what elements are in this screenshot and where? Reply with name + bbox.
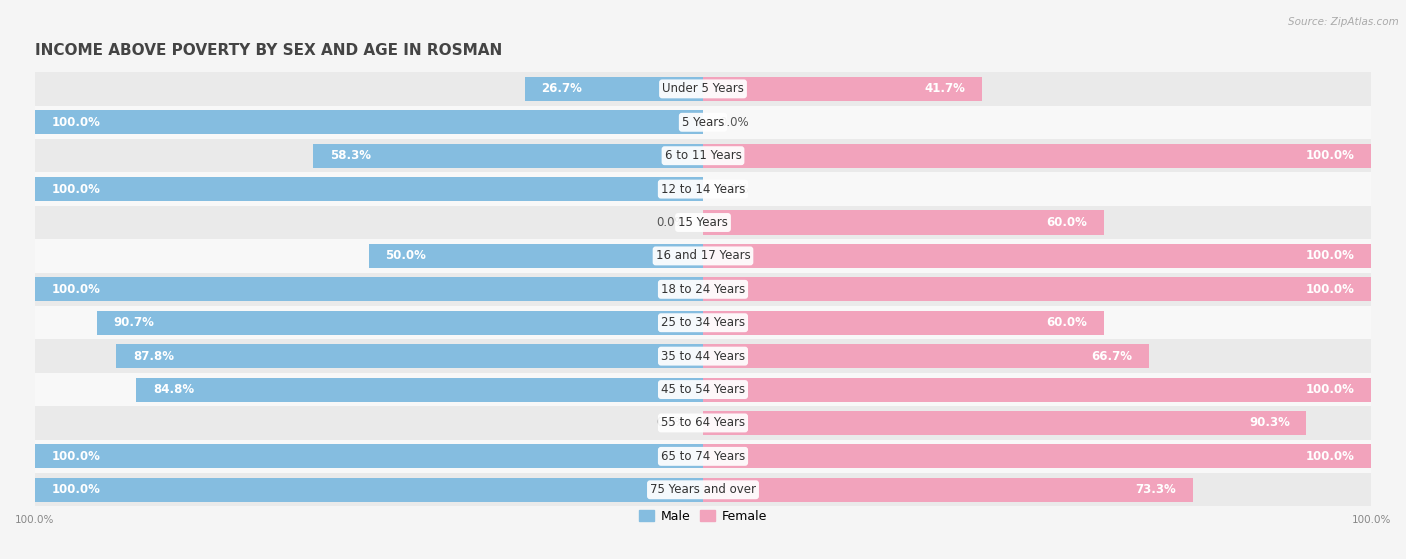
Text: 58.3%: 58.3%	[330, 149, 371, 162]
Text: 100.0%: 100.0%	[52, 183, 100, 196]
Bar	[314, 144, 703, 168]
Text: 60.0%: 60.0%	[1046, 216, 1087, 229]
Text: 100.0%: 100.0%	[52, 283, 100, 296]
Bar	[35, 172, 1371, 206]
Text: 5 Years: 5 Years	[682, 116, 724, 129]
Text: 65 to 74 Years: 65 to 74 Years	[661, 450, 745, 463]
Text: 45 to 54 Years: 45 to 54 Years	[661, 383, 745, 396]
Text: 0.0%: 0.0%	[720, 183, 749, 196]
Bar	[136, 377, 703, 401]
Text: 100.0%: 100.0%	[1306, 283, 1354, 296]
Text: 41.7%: 41.7%	[924, 82, 965, 96]
Text: 12 to 14 Years: 12 to 14 Years	[661, 183, 745, 196]
Text: 84.8%: 84.8%	[153, 383, 194, 396]
Bar	[35, 72, 1371, 106]
Text: 75 Years and over: 75 Years and over	[650, 484, 756, 496]
Bar	[703, 444, 1371, 468]
Text: 90.3%: 90.3%	[1249, 416, 1289, 429]
Bar	[35, 373, 1371, 406]
Text: 100.0%: 100.0%	[1306, 249, 1354, 262]
Text: 87.8%: 87.8%	[134, 349, 174, 363]
Bar	[117, 344, 703, 368]
Text: 0.0%: 0.0%	[720, 116, 749, 129]
Text: 100.0%: 100.0%	[1306, 450, 1354, 463]
Bar	[703, 311, 1104, 335]
Bar	[35, 106, 1371, 139]
Text: 66.7%: 66.7%	[1091, 349, 1132, 363]
Bar	[35, 273, 1371, 306]
Text: 25 to 34 Years: 25 to 34 Years	[661, 316, 745, 329]
Bar	[35, 277, 703, 301]
Bar	[97, 311, 703, 335]
Text: 35 to 44 Years: 35 to 44 Years	[661, 349, 745, 363]
Bar	[703, 411, 1306, 435]
Text: 90.7%: 90.7%	[114, 316, 155, 329]
Bar	[524, 77, 703, 101]
Text: 55 to 64 Years: 55 to 64 Years	[661, 416, 745, 429]
Bar	[35, 306, 1371, 339]
Bar	[35, 110, 703, 134]
Text: Source: ZipAtlas.com: Source: ZipAtlas.com	[1288, 17, 1399, 27]
Bar	[703, 244, 1371, 268]
Legend: Male, Female: Male, Female	[634, 505, 772, 528]
Bar	[703, 211, 1104, 235]
Text: 26.7%: 26.7%	[541, 82, 582, 96]
Bar	[35, 444, 703, 468]
Text: INCOME ABOVE POVERTY BY SEX AND AGE IN ROSMAN: INCOME ABOVE POVERTY BY SEX AND AGE IN R…	[35, 43, 502, 58]
Bar	[35, 339, 1371, 373]
Bar	[703, 77, 981, 101]
Text: 100.0%: 100.0%	[1306, 149, 1354, 162]
Text: 50.0%: 50.0%	[385, 249, 426, 262]
Bar	[35, 177, 703, 201]
Text: 73.3%: 73.3%	[1136, 484, 1177, 496]
Bar	[703, 377, 1371, 401]
Text: 15 Years: 15 Years	[678, 216, 728, 229]
Bar	[703, 478, 1192, 502]
Text: 100.0%: 100.0%	[1306, 383, 1354, 396]
Text: 60.0%: 60.0%	[1046, 316, 1087, 329]
Bar	[35, 439, 1371, 473]
Text: 18 to 24 Years: 18 to 24 Years	[661, 283, 745, 296]
Text: 0.0%: 0.0%	[657, 216, 686, 229]
Bar	[703, 277, 1371, 301]
Bar	[35, 406, 1371, 439]
Text: 6 to 11 Years: 6 to 11 Years	[665, 149, 741, 162]
Text: 0.0%: 0.0%	[657, 416, 686, 429]
Text: 100.0%: 100.0%	[52, 116, 100, 129]
Text: Under 5 Years: Under 5 Years	[662, 82, 744, 96]
Text: 100.0%: 100.0%	[52, 450, 100, 463]
Text: 100.0%: 100.0%	[52, 484, 100, 496]
Bar	[703, 344, 1149, 368]
Bar	[35, 206, 1371, 239]
Bar	[368, 244, 703, 268]
Bar	[35, 239, 1371, 273]
Bar	[35, 139, 1371, 172]
Text: 16 and 17 Years: 16 and 17 Years	[655, 249, 751, 262]
Bar	[35, 478, 703, 502]
Bar	[35, 473, 1371, 506]
Bar	[703, 144, 1371, 168]
